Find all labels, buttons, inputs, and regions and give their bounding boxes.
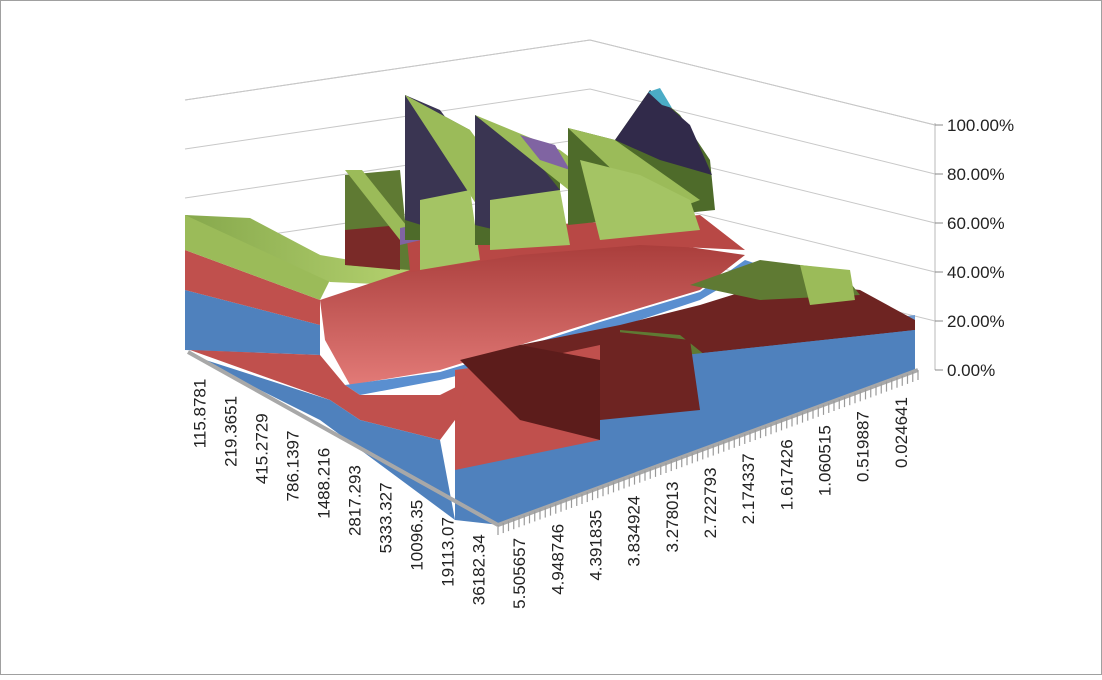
depth-category-label: 3.834924 bbox=[625, 496, 644, 567]
x-category-label: 5333.327 bbox=[377, 482, 396, 553]
surface-spike-1-top bbox=[345, 170, 410, 240]
x-category-label: 115.8781 bbox=[191, 379, 210, 449]
depth-category-label: 1.617426 bbox=[777, 439, 796, 510]
depth-axis-labels: 5.505657 4.948746 4.391835 3.834924 3.278013… bbox=[510, 397, 911, 609]
x-category-label: 219.3651 bbox=[222, 396, 241, 467]
surface-red-left bbox=[185, 250, 320, 325]
depth-category-label: 5.505657 bbox=[510, 538, 529, 609]
depth-category-label: 0.519887 bbox=[854, 411, 873, 482]
surface-right-lightgreen bbox=[800, 265, 855, 305]
x-axis-ticks bbox=[187, 350, 919, 535]
depth-category-label: 2.174337 bbox=[739, 453, 758, 524]
x-category-label: 2817.293 bbox=[346, 465, 365, 536]
x-category-label: 786.1397 bbox=[284, 431, 303, 502]
z-tick-label: 0.00% bbox=[947, 361, 995, 380]
z-axis-ticks: 0.00% 20.00% 40.00% 60.00% 80.00% 100.00% bbox=[935, 116, 1014, 380]
surface-spike-2-light bbox=[420, 190, 480, 270]
surface-left-wave-blue bbox=[190, 355, 455, 520]
z-tick-label: 100.00% bbox=[947, 116, 1014, 135]
surface-front-darkred bbox=[460, 345, 600, 440]
z-tick-label: 80.00% bbox=[947, 165, 1005, 184]
surface-left-wave bbox=[190, 350, 470, 440]
surface-blue-left bbox=[185, 290, 320, 355]
surface-spike-4-dark bbox=[615, 90, 712, 175]
surface-spike-1-dark bbox=[345, 225, 400, 270]
depth-category-label: 4.948746 bbox=[548, 524, 567, 595]
surface-red-ridge bbox=[320, 240, 745, 385]
x-category-label: 1488.216 bbox=[315, 448, 334, 519]
depth-category-label: 3.278013 bbox=[663, 482, 682, 553]
depth-category-label: 2.722793 bbox=[701, 468, 720, 539]
x-category-label: 10096.35 bbox=[408, 500, 427, 571]
x-category-label: 415.2729 bbox=[253, 413, 272, 484]
depth-category-label: 4.391835 bbox=[586, 510, 605, 581]
z-tick-label: 20.00% bbox=[947, 312, 1005, 331]
surface-green-left bbox=[185, 215, 330, 300]
depth-category-label: 0.024641 bbox=[892, 397, 911, 468]
gridline bbox=[184, 88, 936, 175]
x-category-label: 36182.34 bbox=[470, 534, 489, 605]
z-tick-label: 40.00% bbox=[947, 263, 1005, 282]
surface-spike-3-light bbox=[490, 190, 570, 250]
z-tick-label: 60.00% bbox=[947, 214, 1005, 233]
x-category-label: 19113.07 bbox=[439, 517, 458, 587]
surface-plot bbox=[185, 88, 915, 525]
surface-spike-3-purple bbox=[520, 135, 570, 170]
surface-spike-4-cyan bbox=[648, 88, 672, 108]
depth-category-label: 1.060515 bbox=[816, 425, 835, 496]
x-axis-edge bbox=[187, 350, 499, 527]
surface-front-darkred-2 bbox=[600, 330, 700, 420]
x-axis-labels: 115.8781 219.3651 415.2729 786.1397 1488.216… bbox=[191, 379, 489, 606]
surface-blue-ribbon bbox=[345, 260, 760, 395]
surface-spike-4-light bbox=[580, 160, 700, 240]
surface-green-left-top bbox=[185, 215, 410, 285]
gridline bbox=[184, 39, 936, 126]
